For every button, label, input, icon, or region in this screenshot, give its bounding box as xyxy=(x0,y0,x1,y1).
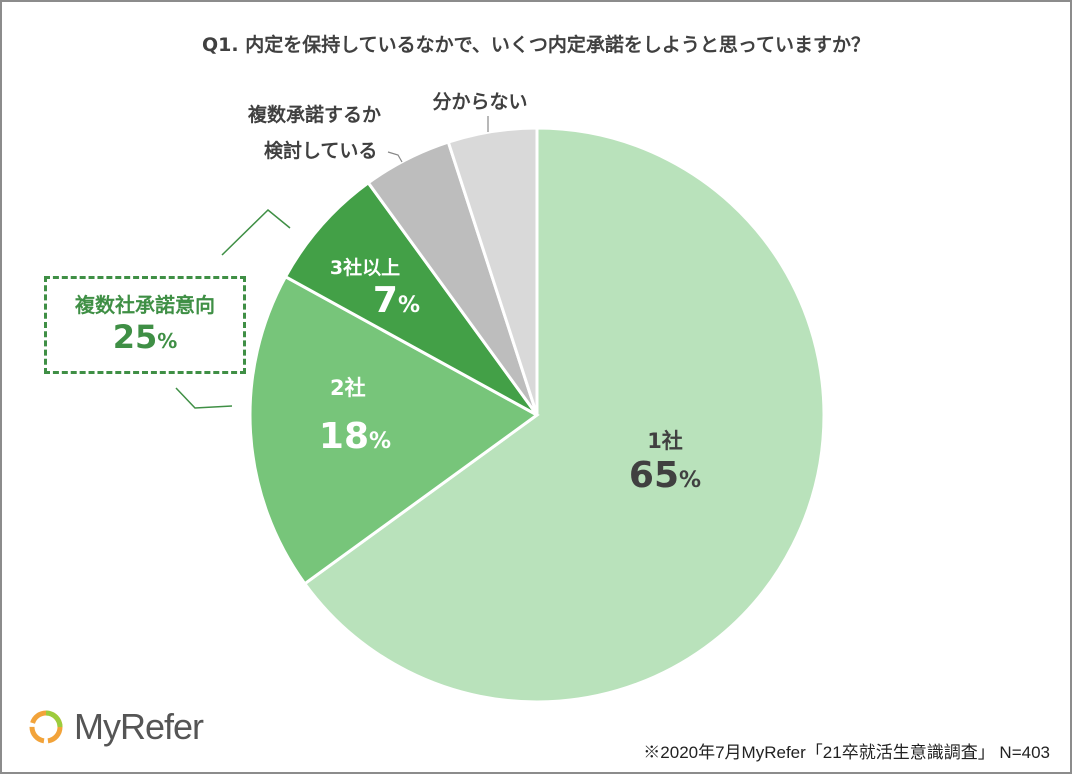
pie-slice-5 xyxy=(446,126,539,416)
category-label-line2: 検討している xyxy=(264,140,378,162)
callout-label: 複数社承諾意向 xyxy=(75,293,215,317)
callout-box: 複数社承諾意向 25% xyxy=(44,276,246,374)
category-label: 分からない xyxy=(432,91,528,113)
slice-label-1: 1社 65% xyxy=(600,425,730,496)
data-label: 18% xyxy=(318,416,392,457)
logo: MyRefer xyxy=(26,706,204,748)
slice-label-5: 分からない xyxy=(420,87,540,114)
leader-line-considering xyxy=(387,151,403,163)
slice-label-2: 2社 18% xyxy=(300,372,410,457)
source-note: ※2020年7月MyRefer「21卒就活生意識調査」 N=403 xyxy=(643,743,1050,762)
category-label: 2社 xyxy=(330,376,366,400)
slice-label-4: 複数承諾するか 検討している xyxy=(248,97,418,169)
pie-slice-1 xyxy=(302,126,826,704)
callout-value: 25% xyxy=(112,318,178,356)
pie-slice-3 xyxy=(283,180,539,417)
logo-ring-icon xyxy=(29,710,63,744)
callout-line-bottom xyxy=(175,387,233,409)
logo-text: MyRefer xyxy=(74,706,204,747)
slice-label-3: 3社以上 7% xyxy=(310,253,420,321)
category-label: 1社 xyxy=(647,429,683,453)
category-label: 3社以上 xyxy=(329,257,401,279)
callout-line-top xyxy=(221,208,291,256)
category-label-line1: 複数承諾するか xyxy=(248,104,382,126)
chart-title: Q1. 内定を保持しているなかで、いくつ内定承諾をしようと思っていますか？ xyxy=(202,34,870,56)
pie-slice-2 xyxy=(248,274,540,586)
data-label: 7% xyxy=(372,280,420,321)
data-label: 65% xyxy=(628,455,702,496)
